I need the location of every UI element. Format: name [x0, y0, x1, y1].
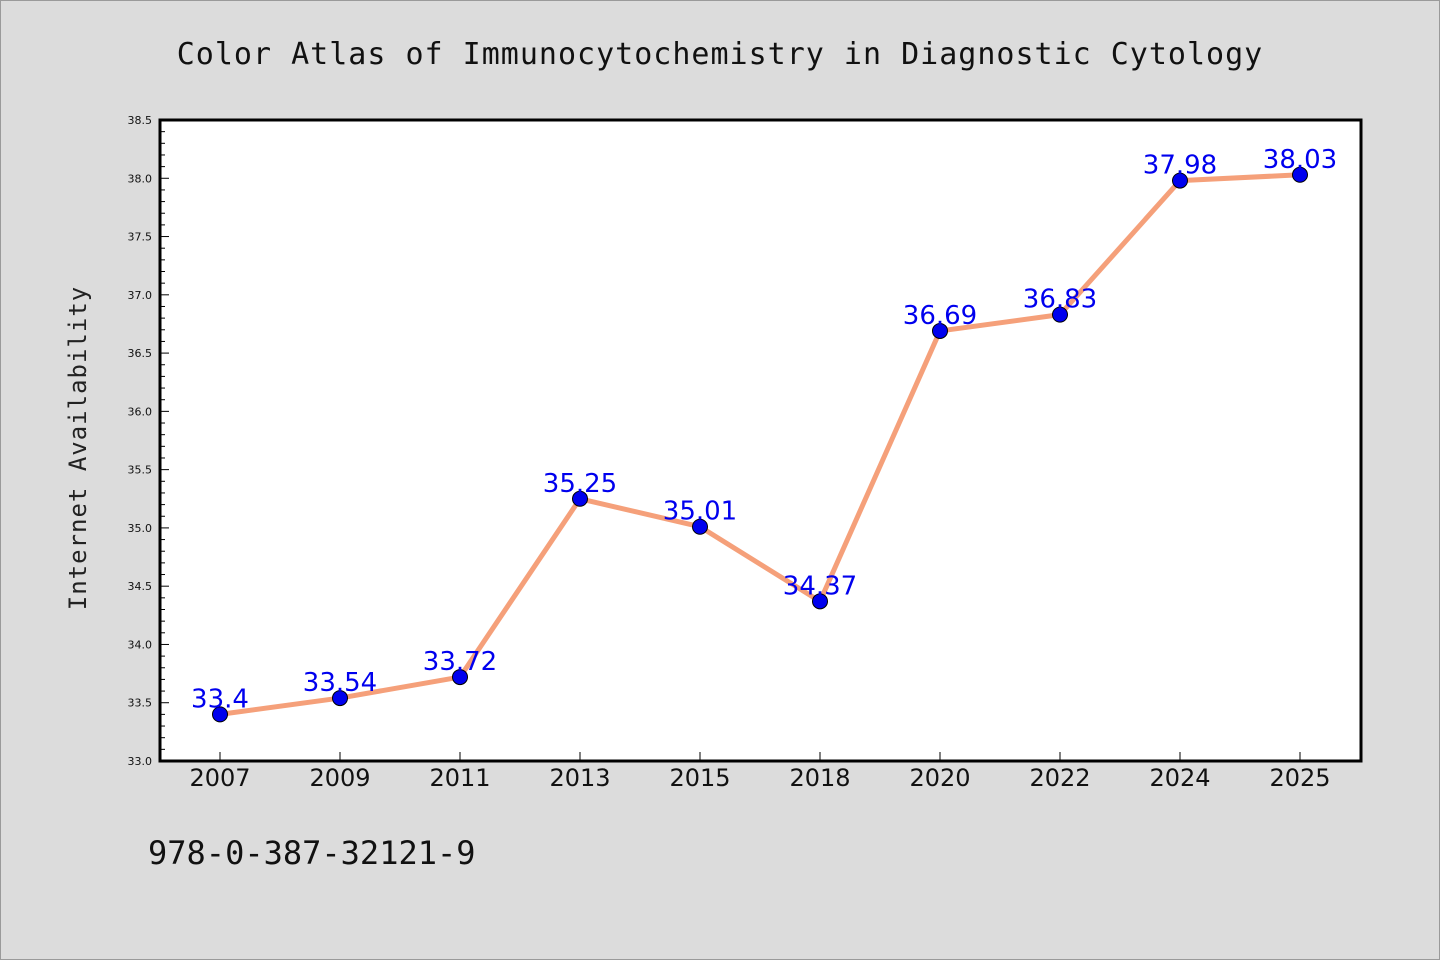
x-tick-label: 2007 — [189, 764, 250, 792]
data-point — [692, 518, 708, 535]
y-tick-label: 33.0 — [128, 755, 153, 768]
data-markers — [212, 166, 1308, 723]
x-tick-label: 2013 — [549, 764, 610, 792]
y-axis-label: Internet Availability — [64, 286, 92, 610]
isbn-text: 978-0-387-32121-9 — [148, 834, 476, 872]
y-tick-label: 37.0 — [128, 289, 153, 302]
x-axis: 2007 2009 2011 2013 2015 2018 2020 2022 2024 2025 — [189, 752, 1331, 792]
data-label: 34.37 — [783, 571, 857, 601]
y-tick-label: 38.0 — [128, 172, 153, 185]
series-line — [217, 172, 1303, 717]
x-tick-label: 2011 — [429, 764, 490, 792]
y-tick-label: 37.5 — [128, 231, 153, 244]
x-tick-label: 2018 — [789, 764, 850, 792]
x-tick-label: 2015 — [669, 764, 730, 792]
data-label: 35.25 — [543, 469, 617, 499]
data-point — [1172, 172, 1188, 189]
data-label: 38.03 — [1263, 145, 1337, 175]
data-label: 33.54 — [303, 668, 377, 698]
data-point — [332, 690, 348, 707]
data-point — [572, 490, 588, 507]
x-tick-label: 2009 — [309, 764, 370, 792]
data-point — [812, 593, 828, 610]
x-tick-label: 2024 — [1149, 764, 1210, 792]
data-point — [1292, 166, 1308, 183]
data-label: 33.4 — [191, 684, 249, 714]
data-point — [212, 706, 228, 723]
x-tick-label: 2025 — [1269, 764, 1330, 792]
x-tick-label: 2020 — [909, 764, 970, 792]
chart-title: Color Atlas of Immunocytochemistry in Di… — [177, 37, 1264, 72]
y-tick-label: 34.0 — [128, 638, 153, 651]
x-tick-label: 2022 — [1029, 764, 1090, 792]
y-tick-label: 33.5 — [128, 697, 153, 710]
y-tick-label: 35.5 — [128, 464, 153, 477]
series-line-group — [217, 172, 1303, 717]
y-tick-label: 36.0 — [128, 405, 153, 418]
data-label: 36.83 — [1023, 285, 1097, 315]
y-tick-label: 34.5 — [128, 580, 153, 593]
y-tick-label: 35.0 — [128, 522, 153, 535]
y-tick-label: 38.5 — [128, 114, 153, 127]
data-label: 37.98 — [1143, 151, 1217, 181]
data-labels: 33.4 33.54 33.72 35.25 35.01 34.37 36.69 36.83 3… — [191, 145, 1337, 715]
data-point — [452, 669, 468, 686]
y-tick-label: 36.5 — [128, 347, 153, 360]
data-label: 33.72 — [423, 647, 497, 677]
data-label: 35.01 — [663, 497, 737, 527]
data-label: 36.69 — [903, 301, 977, 331]
y-axis: 33.0 33.5 34.0 34.5 35.0 35.5 36.0 36.5 37.0 37.5… — [128, 114, 169, 768]
plot-area — [158, 118, 1363, 763]
data-point — [932, 322, 948, 339]
data-point — [1052, 306, 1068, 323]
